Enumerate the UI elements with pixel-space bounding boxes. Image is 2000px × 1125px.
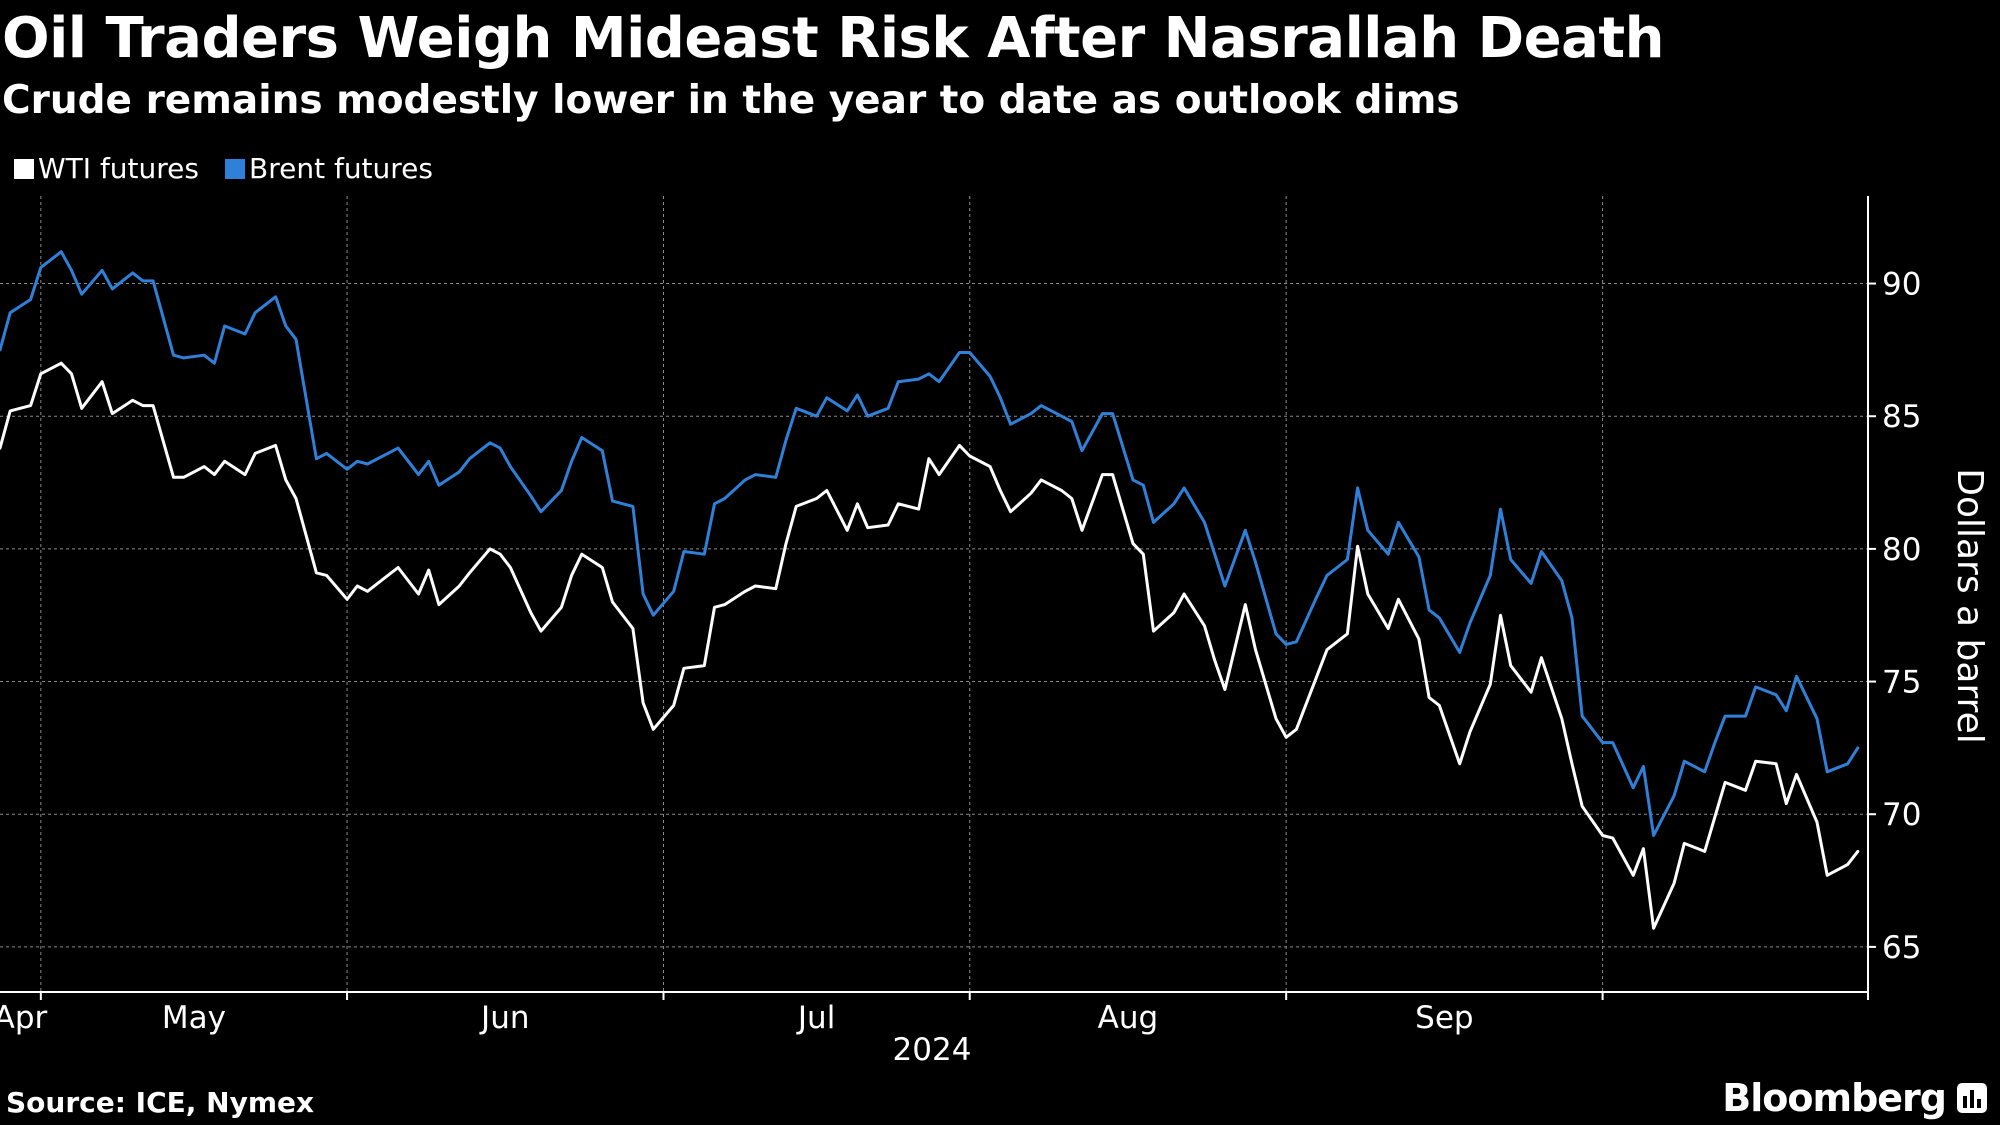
y-tick-label: 65	[1882, 930, 1921, 966]
brand-name: Bloomberg	[1722, 1076, 1947, 1120]
y-tick-label: 85	[1882, 399, 1921, 435]
x-tick-label: Aug	[1098, 1000, 1159, 1036]
legend-label-wti: WTI futures	[38, 152, 199, 185]
y-axis-title: Dollars a barrel	[1949, 468, 1990, 744]
brand-logo: Bloomberg	[1722, 1076, 1988, 1120]
x-tick-label: Sep	[1415, 1000, 1473, 1036]
y-tick-label: 80	[1882, 532, 1921, 568]
series-line-brent	[0, 250, 1860, 837]
legend-label-brent: Brent futures	[249, 152, 433, 185]
y-tick-label: 75	[1882, 665, 1921, 701]
x-tick-label: Jun	[479, 1000, 529, 1036]
series-lines	[0, 250, 1860, 930]
axes	[0, 196, 1876, 1000]
chart-subtitle: Crude remains modestly lower in the year…	[2, 78, 1460, 123]
y-tick-label: 90	[1882, 267, 1921, 303]
bloomberg-chart-icon	[1957, 1083, 1987, 1113]
legend-swatch-wti	[14, 158, 34, 179]
x-tick-label: Jul	[796, 1000, 835, 1036]
x-tick-label: Apr	[0, 1000, 47, 1036]
legend-item-wti: WTI futures	[14, 152, 199, 185]
chart-title: Oil Traders Weigh Mideast Risk After Nas…	[2, 6, 1665, 71]
source-note: Source: ICE, Nymex	[6, 1086, 315, 1119]
x-axis-title: 2024	[893, 1032, 972, 1068]
axis-labels: 65 70 75 80 85 90 Apr May Jun Jul Aug Sep 2024 Dollar…	[0, 267, 1990, 1068]
y-tick-label: 70	[1882, 797, 1921, 833]
x-tick-label: May	[162, 1000, 226, 1036]
legend-swatch-brent	[225, 158, 245, 179]
grid-lines	[0, 196, 1869, 992]
legend-item-brent: Brent futures	[225, 152, 433, 185]
chart-legend: WTI futures Brent futures	[14, 152, 459, 185]
series-line-wti	[0, 361, 1860, 930]
